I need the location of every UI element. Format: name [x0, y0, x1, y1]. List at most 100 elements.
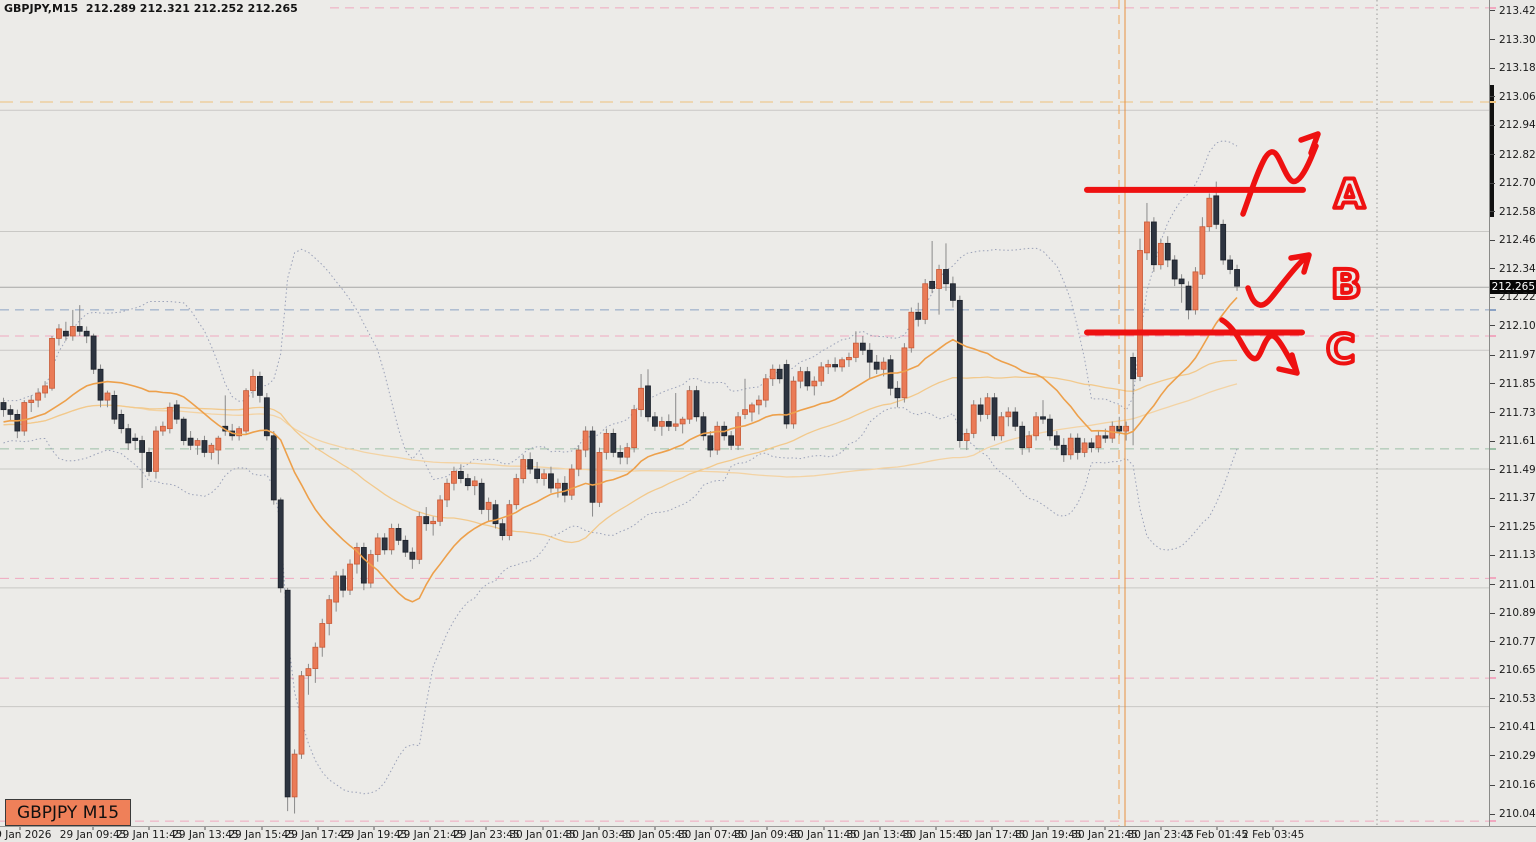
price-tick-mark: [1490, 412, 1495, 413]
bull-candle: [513, 478, 520, 506]
bull-candle: [485, 501, 492, 510]
hand-drawn-annotations: ABC: [1084, 131, 1367, 376]
bull-candle: [312, 646, 319, 670]
time-tick-mark: [92, 827, 94, 830]
bull-candle: [998, 416, 1005, 437]
bear-candle: [1074, 437, 1081, 453]
bear-candle: [0, 402, 7, 411]
bull-candle: [555, 482, 561, 489]
bull-candle: [735, 416, 741, 446]
bear-candle: [1012, 411, 1019, 427]
time-tick-label: 2 Feb 03:45: [1242, 829, 1305, 841]
annotation-arrow-4: [1219, 317, 1298, 371]
bear-candle: [395, 528, 402, 541]
bull-candle: [347, 563, 353, 591]
bull-candle: [520, 459, 527, 479]
price-tick-label: 212.463: [1499, 234, 1536, 247]
bull-candle: [1081, 442, 1088, 453]
bull-candle: [1067, 437, 1074, 456]
bull-candle: [49, 337, 55, 389]
bull-candle: [672, 423, 679, 427]
time-tick-mark: [991, 827, 993, 830]
line-price-marker: [1490, 6, 1496, 9]
bull-candle: [582, 430, 589, 451]
price-tick-mark: [1490, 325, 1495, 327]
bear-candle: [915, 311, 922, 320]
price-tick-label: 211.858: [1499, 377, 1536, 390]
price-tick-mark: [1490, 182, 1495, 184]
price-tick-label: 211.618: [1499, 435, 1536, 447]
candlestick-chart[interactable]: [0, 0, 1489, 826]
price-tick-mark: [1490, 726, 1495, 728]
time-tick-mark: [879, 827, 881, 830]
price-tick-label: 213.068: [1499, 90, 1536, 103]
bear-candle: [1234, 269, 1240, 287]
bull-candle: [742, 409, 748, 415]
bull-candle: [825, 364, 832, 368]
bear-candle: [173, 404, 180, 420]
annotation-arrow-1: [1298, 131, 1321, 156]
bull-candle: [1192, 271, 1199, 311]
bull-candle: [243, 390, 249, 432]
annotation-label-B: B: [1331, 262, 1362, 308]
time-tick-label: 29 Jan 2026: [0, 829, 52, 841]
time-tick-mark: [1272, 827, 1274, 830]
bull-candle: [686, 390, 693, 420]
bear-candle: [62, 330, 69, 337]
time-tick-mark: [19, 827, 21, 830]
bear-candle: [263, 397, 270, 437]
bull-candle: [922, 283, 929, 320]
bull-candle: [374, 537, 381, 555]
bear-candle: [14, 414, 21, 432]
time-tick-mark: [598, 827, 600, 830]
bull-candle: [354, 547, 360, 565]
annotation-label-C: C: [1326, 327, 1355, 373]
bull-candle: [603, 433, 610, 453]
bull-candle: [319, 623, 326, 648]
bear-candle: [118, 414, 125, 430]
time-tick-label: 29 Jan 11:45: [115, 829, 183, 841]
time-tick-label: 29 Jan 21:45: [396, 829, 464, 841]
symbol-badge: GBPJPY M15: [5, 799, 131, 826]
symbol-ohlc-readout: GBPJPY,M15 212.289 212.321 212.252 212.2…: [4, 2, 298, 15]
bear-candle: [180, 418, 187, 441]
bull-candle: [153, 430, 159, 472]
bear-candle: [1178, 278, 1185, 285]
price-tick-mark: [1490, 154, 1495, 156]
bear-candle: [776, 368, 783, 380]
bear-candle: [270, 435, 277, 501]
bear-candle: [1088, 442, 1095, 449]
price-tick-mark: [1490, 440, 1495, 442]
annotation-arrow-0: [1240, 143, 1319, 217]
bear-candle: [929, 280, 936, 289]
bear-candle: [402, 539, 409, 553]
bull-candle: [42, 385, 48, 394]
bear-candle: [457, 471, 464, 479]
bull-candle: [936, 269, 942, 289]
price-tick-mark: [1490, 296, 1495, 298]
price-tick-label: 210.293: [1499, 749, 1536, 762]
bear-candle: [645, 385, 651, 418]
bull-candle: [818, 366, 825, 382]
bear-candle: [132, 437, 139, 441]
bull-candle: [56, 328, 62, 339]
bear-candle: [617, 452, 624, 458]
bear-candle: [866, 349, 873, 363]
price-tick-label: 211.738: [1499, 406, 1536, 419]
price-tick-mark: [1490, 526, 1495, 528]
price-tick-mark: [1490, 211, 1495, 213]
price-axis[interactable]: 212.265 213.428 213.308 213.188 213.068 212.…: [1489, 0, 1536, 826]
bull-candle: [631, 409, 638, 449]
price-tick-label: 213.308: [1499, 33, 1536, 46]
bull-candle: [1137, 250, 1143, 377]
price-tick-mark: [1490, 124, 1495, 126]
time-tick-label: 30 Jan 05:45: [621, 829, 689, 841]
price-tick-mark: [1490, 469, 1495, 471]
bull-candle: [762, 378, 769, 401]
price-tick-label: 210.533: [1499, 692, 1536, 705]
price-tick-mark: [1490, 497, 1495, 499]
bear-candle: [700, 416, 707, 437]
price-tick-mark: [1490, 641, 1495, 643]
